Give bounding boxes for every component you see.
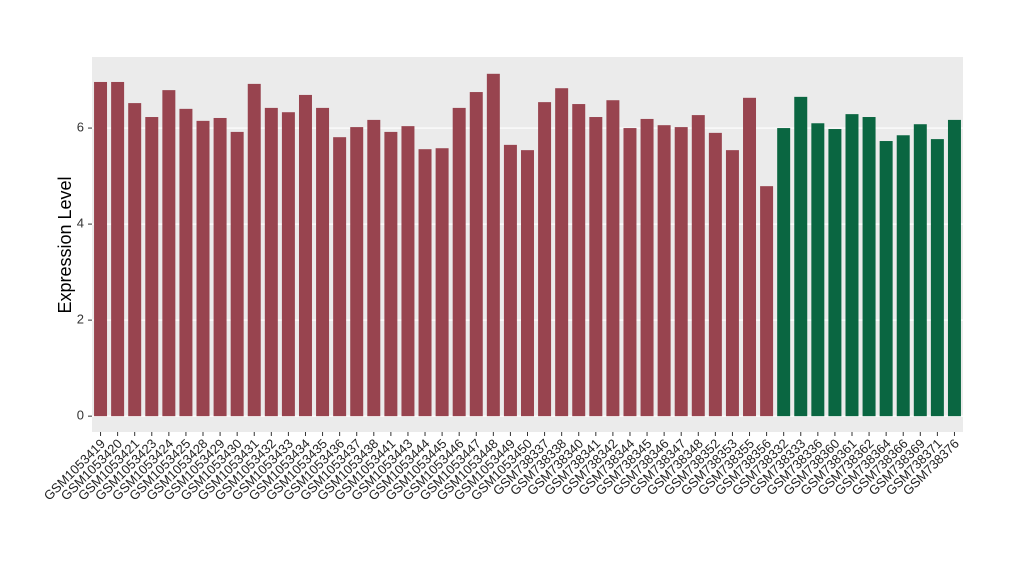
bar <box>572 104 586 417</box>
y-tick-label: 2 <box>77 312 84 327</box>
bar <box>879 141 893 417</box>
bar <box>538 102 552 417</box>
bar <box>384 131 398 417</box>
bar <box>145 117 159 417</box>
bar <box>333 137 347 417</box>
bar <box>503 144 517 417</box>
y-tick-label: 0 <box>77 408 84 423</box>
bar <box>845 114 859 417</box>
bar <box>401 126 415 417</box>
bar <box>316 107 330 417</box>
bar <box>947 119 961 417</box>
bar <box>930 139 944 417</box>
bar <box>828 129 842 417</box>
bar <box>128 103 142 417</box>
bar <box>162 90 176 417</box>
bar <box>247 83 261 417</box>
bar <box>435 148 449 417</box>
bar <box>213 117 227 417</box>
bar <box>862 117 876 417</box>
bar <box>486 73 500 417</box>
bar <box>196 120 210 417</box>
bar <box>896 135 910 417</box>
bar <box>589 117 603 417</box>
bar <box>469 92 483 417</box>
bar <box>777 128 791 417</box>
bar <box>606 100 620 417</box>
y-tick-label: 6 <box>77 120 84 135</box>
bar <box>725 150 739 417</box>
bar <box>452 107 466 417</box>
bar <box>674 127 688 417</box>
bar <box>555 88 569 417</box>
bar <box>640 118 654 417</box>
y-tick-label: 4 <box>77 216 84 231</box>
bar <box>418 149 432 417</box>
bar <box>657 125 671 417</box>
bar <box>350 127 364 417</box>
bar <box>367 119 381 417</box>
bar <box>760 186 774 417</box>
bar <box>794 96 808 417</box>
y-axis-title: Expression Level <box>55 176 75 313</box>
bar <box>111 81 125 417</box>
bar <box>298 94 312 417</box>
bar <box>264 107 278 417</box>
bar <box>623 128 637 417</box>
bar <box>521 150 534 417</box>
bar <box>811 123 825 417</box>
bar <box>281 112 295 417</box>
bar <box>691 115 705 417</box>
bar <box>913 124 927 417</box>
bar <box>708 132 722 417</box>
bar <box>179 108 193 417</box>
bar <box>743 97 757 417</box>
bar <box>94 81 108 417</box>
bar <box>230 131 244 417</box>
